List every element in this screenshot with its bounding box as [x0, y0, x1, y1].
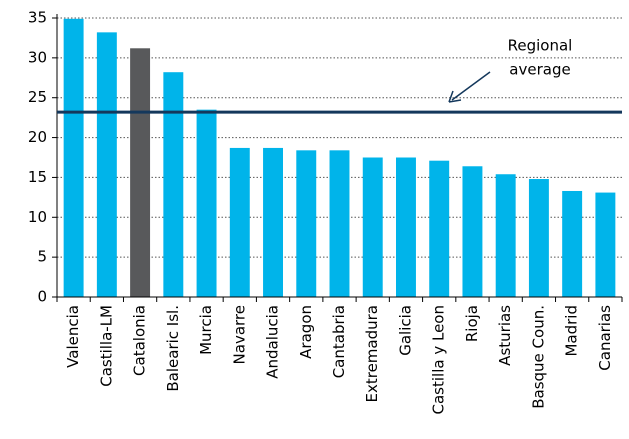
annotation-arrowhead	[448, 90, 462, 103]
bar	[296, 150, 317, 297]
bar	[263, 147, 283, 297]
bar	[329, 150, 350, 297]
y-tick-label: 10	[28, 208, 47, 226]
bar	[96, 32, 117, 297]
x-tick-label: Aragon	[297, 305, 315, 359]
x-tick-label: Castilla-LM	[97, 305, 115, 387]
x-tick-label: Galicia	[396, 305, 414, 356]
bar	[462, 166, 483, 297]
x-tick-label: Madrid	[563, 305, 581, 357]
x-tick-label: Navarre	[230, 305, 248, 364]
x-tick-label: Basque Coun.	[529, 305, 547, 409]
x-tick-label: Catalonia	[131, 305, 149, 376]
x-tick-label: Balearic Isl.	[164, 305, 182, 392]
y-tick-label: 0	[37, 288, 47, 306]
bar	[396, 157, 416, 297]
y-tick-label: 35	[28, 9, 47, 27]
bar	[130, 48, 151, 297]
bar	[562, 190, 583, 297]
y-tick-label: 20	[28, 128, 47, 146]
x-tick-label: Murcia	[197, 305, 215, 355]
bar	[229, 147, 250, 297]
y-tick-label: 30	[28, 48, 47, 66]
y-tick-label: 5	[37, 248, 47, 266]
annotation: average	[509, 61, 570, 79]
x-tick-label: Extremadura	[363, 305, 381, 403]
x-tick-label: Cantabria	[330, 305, 348, 378]
annotation: Regional	[508, 37, 573, 55]
x-tick-label: Asturias	[496, 305, 514, 366]
x-tick-label: Castilla y Leon	[430, 305, 448, 414]
y-tick-label: 25	[28, 88, 47, 106]
bar	[495, 174, 516, 297]
bar	[196, 109, 217, 298]
x-tick-label: Andalucia	[264, 305, 282, 379]
x-tick-label: Canarias	[596, 305, 614, 371]
bar	[163, 72, 184, 297]
bar	[528, 179, 549, 297]
x-tick-label: Valencia	[64, 305, 82, 368]
annotation-arrow	[451, 71, 491, 101]
bar	[595, 192, 616, 297]
bar	[63, 18, 84, 297]
y-tick-label: 15	[28, 168, 47, 186]
bar	[362, 157, 383, 297]
bar	[429, 160, 450, 297]
x-tick-label: Rioja	[463, 305, 481, 342]
